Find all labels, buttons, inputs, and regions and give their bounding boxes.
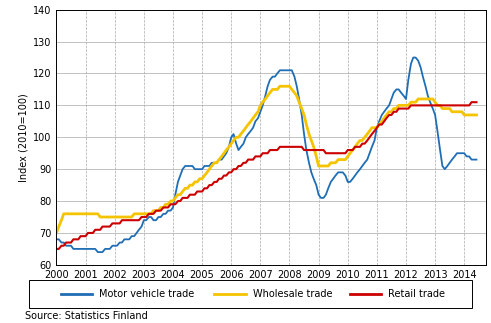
- Motor vehicle trade: [100, 250, 106, 254]
- Retail trade: [70, 237, 76, 241]
- Text: Retail trade: Retail trade: [388, 289, 445, 299]
- Line: Motor vehicle trade: Motor vehicle trade: [56, 57, 476, 252]
- Motor vehicle trade: [332, 174, 338, 178]
- Wholesale trade: [58, 218, 64, 222]
- Wholesale trade: [332, 161, 338, 165]
- Retail trade: [97, 228, 103, 232]
- Wholesale trade: [367, 129, 373, 133]
- Motor vehicle trade: [410, 56, 416, 59]
- Wholesale trade: [473, 113, 479, 117]
- Motor vehicle trade: [281, 68, 287, 72]
- Wholesale trade: [281, 84, 287, 88]
- FancyBboxPatch shape: [29, 280, 472, 308]
- Retail trade: [54, 247, 59, 251]
- Retail trade: [473, 100, 479, 104]
- Wholesale trade: [277, 84, 283, 88]
- Wholesale trade: [70, 212, 76, 216]
- Motor vehicle trade: [54, 237, 59, 241]
- Retail trade: [364, 139, 370, 142]
- Line: Wholesale trade: Wholesale trade: [56, 86, 476, 233]
- Line: Retail trade: Retail trade: [56, 102, 476, 249]
- Retail trade: [58, 244, 64, 248]
- Text: Source: Statistics Finland: Source: Statistics Finland: [25, 311, 147, 321]
- Y-axis label: Index (2010=100): Index (2010=100): [19, 93, 29, 182]
- Text: Motor vehicle trade: Motor vehicle trade: [99, 289, 194, 299]
- Motor vehicle trade: [58, 241, 64, 245]
- Retail trade: [330, 151, 336, 155]
- Motor vehicle trade: [367, 151, 373, 155]
- Text: Wholesale trade: Wholesale trade: [253, 289, 332, 299]
- Motor vehicle trade: [95, 250, 101, 254]
- Retail trade: [279, 145, 285, 149]
- Motor vehicle trade: [473, 158, 479, 162]
- Retail trade: [468, 100, 474, 104]
- Wholesale trade: [97, 215, 103, 219]
- Wholesale trade: [54, 231, 59, 235]
- Motor vehicle trade: [70, 247, 76, 251]
